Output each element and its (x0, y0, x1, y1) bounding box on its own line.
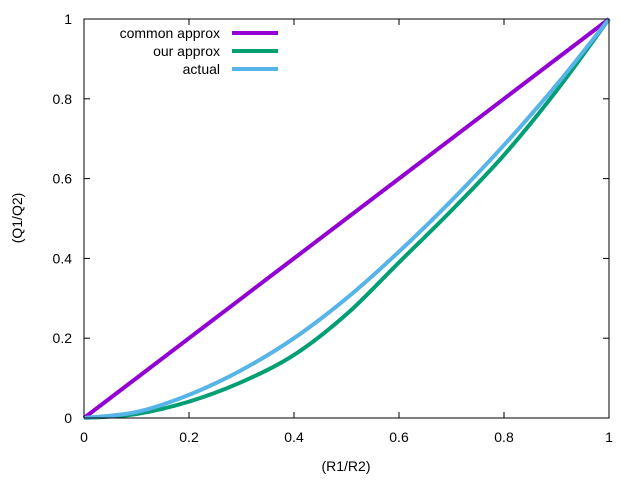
series-line-actual (83, 17, 611, 420)
x-tick-label: 0 (80, 429, 88, 445)
y-axis-label: (Q1/Q2) (9, 193, 25, 244)
series-line-our-approx (83, 17, 611, 420)
x-tick-label: 1 (605, 429, 613, 445)
legend-item: actual (183, 61, 278, 77)
plot-curves (82, 17, 611, 420)
y-tick-label: 0 (64, 410, 72, 426)
y-tick-label: 0.4 (53, 250, 73, 266)
legend: common approx our approx actual (120, 25, 278, 77)
legend-label: actual (183, 61, 220, 77)
x-tick-label: 0.8 (494, 429, 514, 445)
legend-item: common approx (120, 25, 278, 41)
series-line-common-approx (82, 17, 611, 420)
x-tick-label: 0.4 (284, 429, 304, 445)
legend-label: common approx (120, 25, 220, 41)
x-tick-label: 0.6 (389, 429, 409, 445)
y-tick-label: 1 (64, 11, 72, 27)
legend-item: our approx (153, 43, 278, 59)
x-axis-label: (R1/R2) (321, 458, 370, 474)
y-tick-label: 0.6 (53, 171, 73, 187)
legend-label: our approx (153, 43, 220, 59)
y-tick-label: 0.8 (53, 91, 73, 107)
plot-frame (83, 18, 610, 419)
x-tick-label: 0.2 (179, 429, 199, 445)
y-tick-label: 0.2 (53, 330, 73, 346)
axis-ticks: 0 0.2 0.4 0.6 0.8 1 0 0.2 0.4 0.6 0.8 1 (53, 11, 614, 445)
